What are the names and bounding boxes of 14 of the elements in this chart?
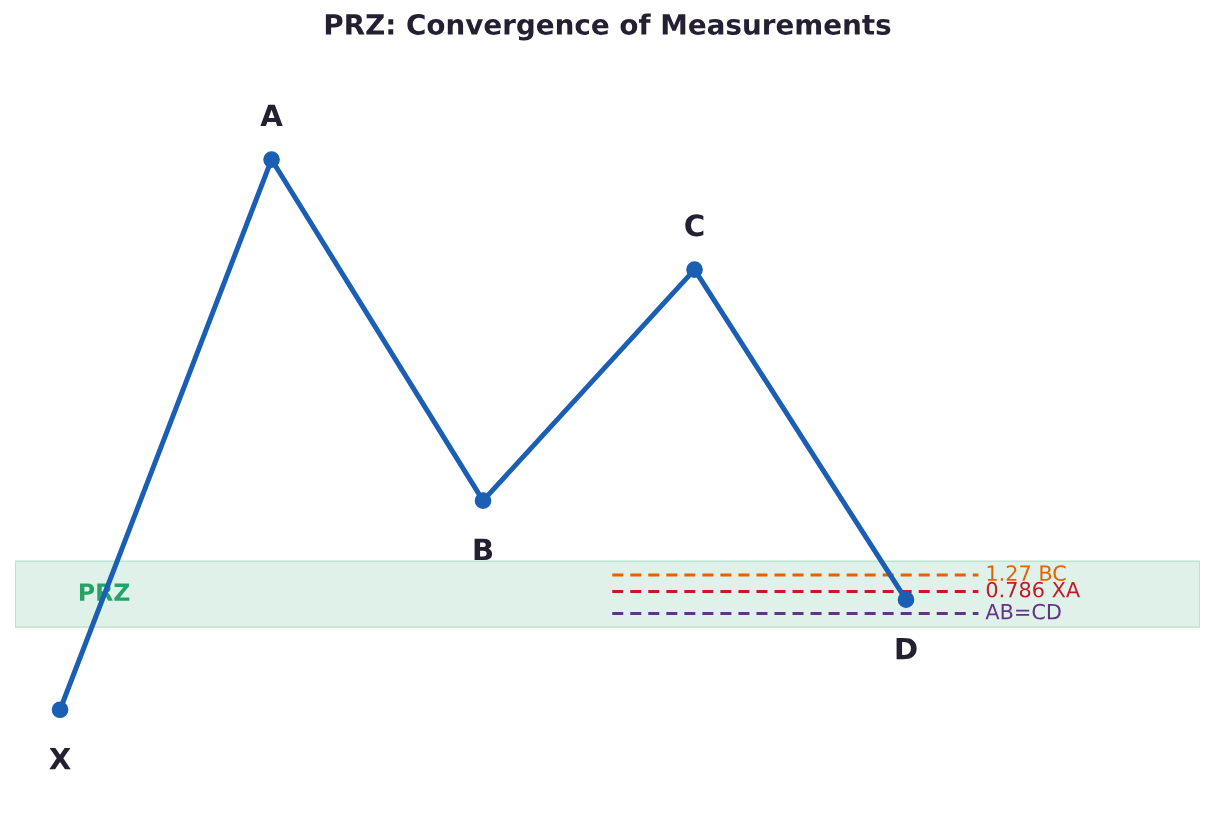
annotation: D xyxy=(896,637,917,660)
ref-line-label: 1.27 BC xyxy=(987,565,1066,581)
annotation: A xyxy=(260,104,283,126)
chart-title: PRZ: Convergence of Measurements xyxy=(325,13,891,41)
annotation: C xyxy=(685,214,704,237)
point xyxy=(474,492,492,510)
point xyxy=(897,591,915,609)
annotation: B xyxy=(474,538,493,561)
annotation: X xyxy=(49,747,71,770)
point xyxy=(51,701,69,719)
point xyxy=(686,261,703,278)
point xyxy=(263,151,280,168)
ref-line-label: AB=CD xyxy=(985,603,1061,620)
ref-line-label: 0.786 XA xyxy=(986,581,1080,598)
